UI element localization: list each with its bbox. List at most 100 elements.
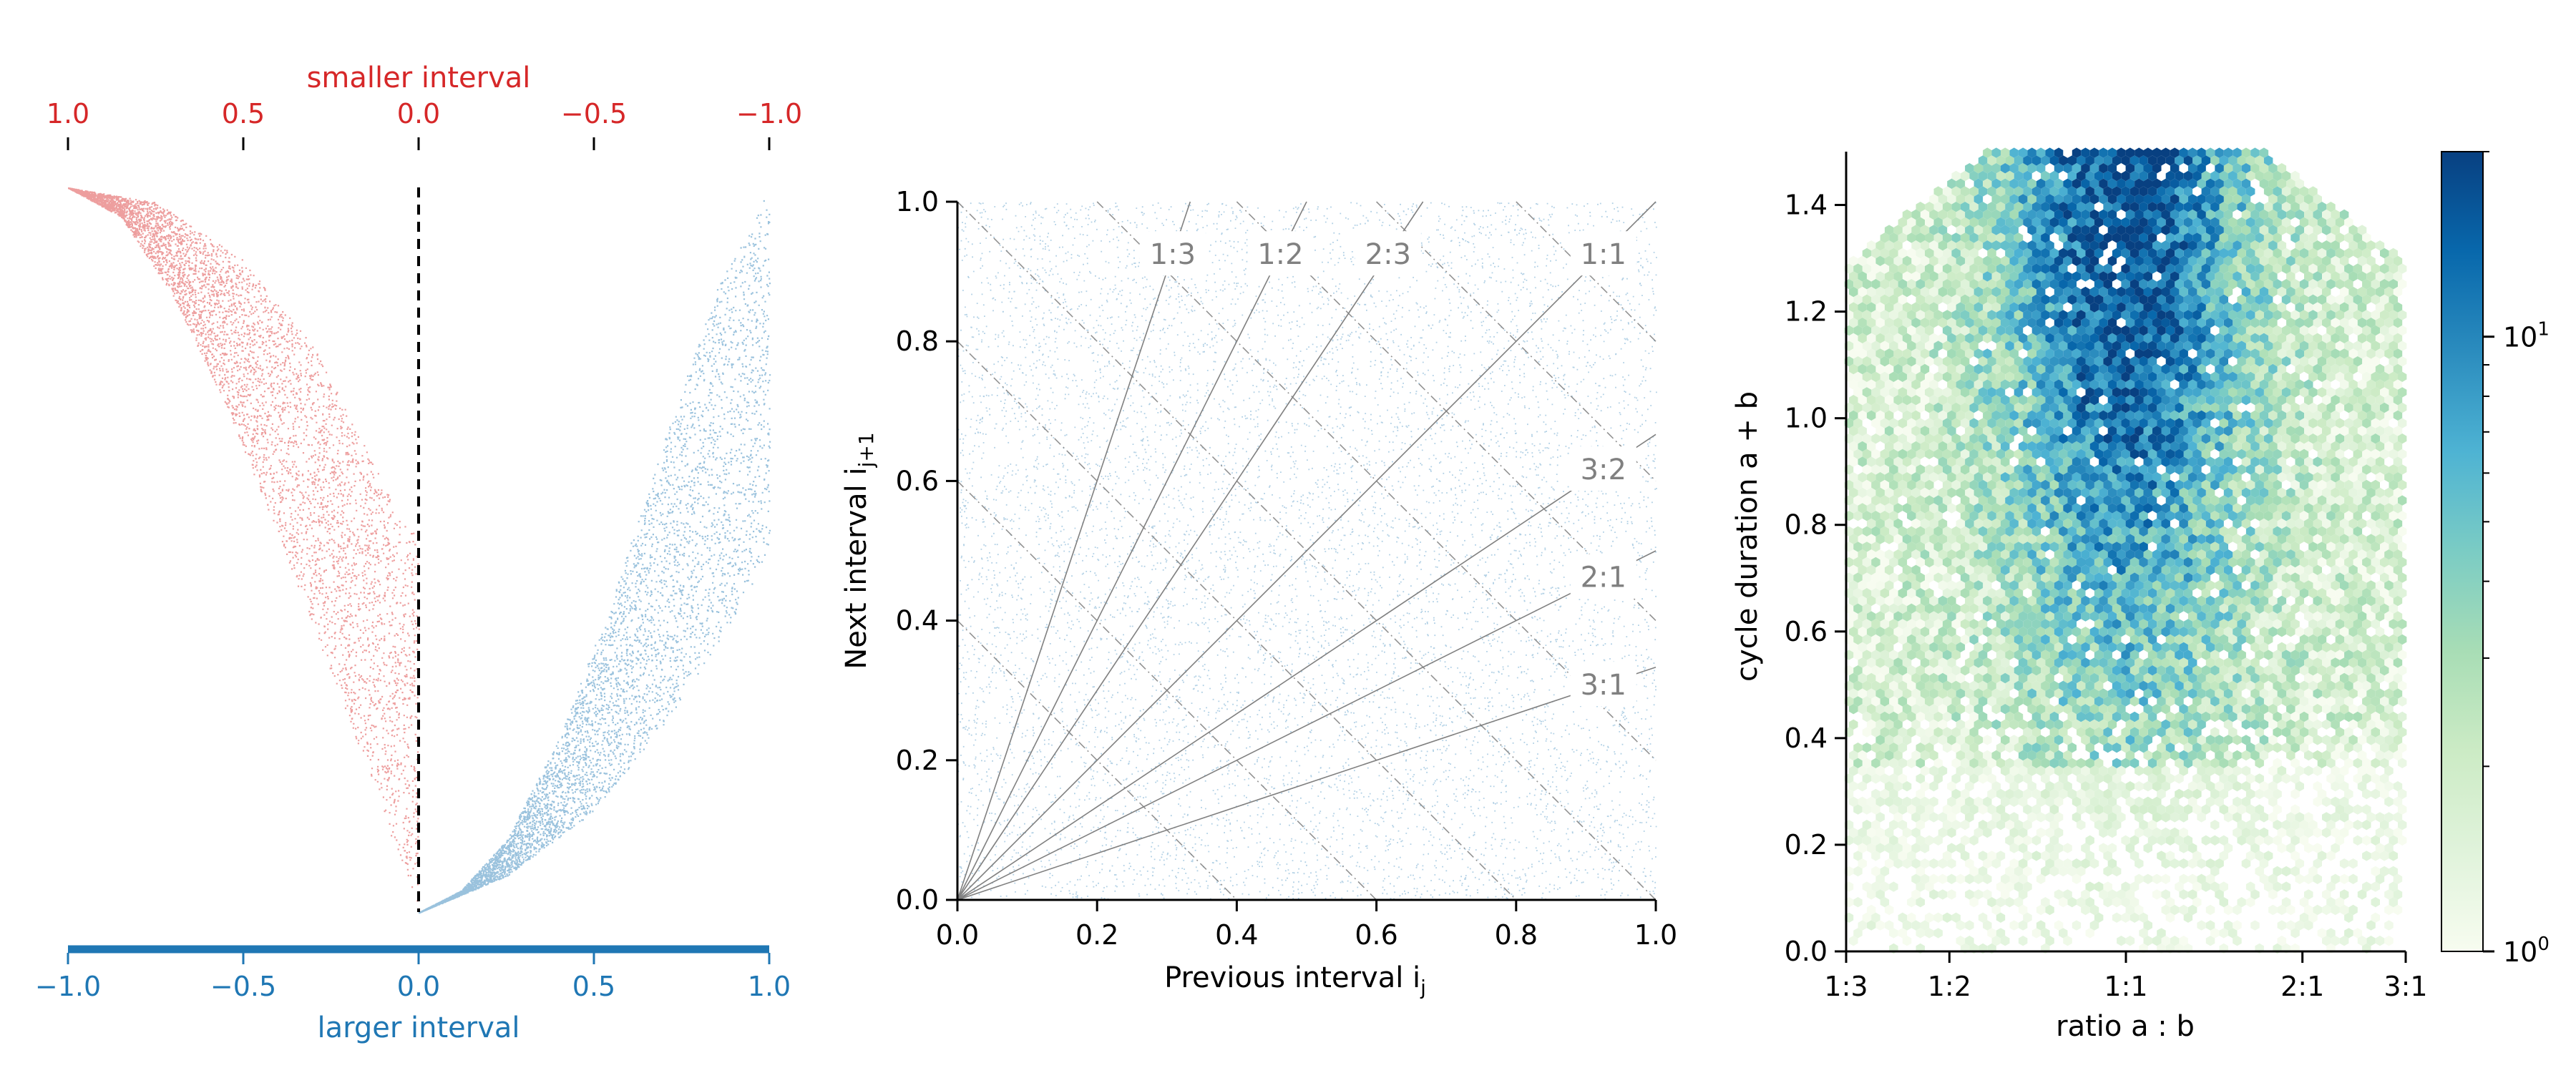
hexbin-cell: [2393, 456, 2403, 467]
hexbin-cell: [2299, 572, 2309, 583]
hexbin-cell: [1871, 804, 1880, 815]
hexbin-cell: [2371, 526, 2380, 536]
hexbin-cell: [2241, 240, 2251, 251]
hexbin-cell: [2344, 912, 2353, 923]
hexbin-cell: [2228, 804, 2238, 815]
hexbin-cell: [1925, 650, 1934, 660]
hexbin-cell: [2348, 487, 2358, 498]
hexbin-cell: [2005, 572, 2014, 583]
hexbin-cell: [1858, 441, 1867, 452]
hexbin-cell: [2045, 904, 2054, 916]
hexbin-cell: [2389, 542, 2398, 552]
hexbin-cell: [2192, 804, 2202, 815]
hexbin-cell: [1925, 634, 1934, 645]
hexbin-cell: [2375, 735, 2385, 745]
hexbin-cell: [2344, 542, 2353, 552]
hexbin-cell: [1884, 472, 1894, 483]
hexbin-cell: [2268, 812, 2278, 823]
hexbin-cell: [2331, 487, 2340, 498]
hexbin-cell: [1916, 557, 1925, 568]
hexbin-cell: [1893, 672, 1903, 684]
hexbin-cell: [2339, 904, 2349, 916]
hexbin-cell: [2313, 302, 2322, 313]
hexbin-cell: [2255, 634, 2264, 645]
hexbin-cell: [2384, 518, 2394, 529]
hexbin-cell: [2219, 665, 2228, 676]
hexbin-cell: [2268, 873, 2278, 884]
hexbin-cell: [1996, 588, 2006, 599]
hexbin-cell: [2344, 479, 2353, 491]
hexbin-cell: [2107, 858, 2117, 869]
hexbin-cell: [2371, 495, 2380, 506]
hexbin-cell: [1925, 387, 1934, 398]
hexbin-cell: [2241, 657, 2251, 668]
hexbin-cell: [1916, 464, 1925, 475]
hexbin-cell: [1884, 750, 1894, 761]
hexbin-cell: [1853, 511, 1863, 521]
hexbin-cell: [2371, 294, 2380, 305]
hexbin-cell: [2290, 866, 2300, 877]
hexbin-cell: [1853, 356, 1863, 367]
hexbin-cell: [1911, 750, 1921, 761]
hexbin-cell: [2326, 758, 2336, 768]
hexbin-cell: [2228, 665, 2238, 676]
hexbin-cell: [2398, 479, 2407, 491]
hexbin-cell: [2054, 796, 2064, 807]
hexbin-cell: [2099, 611, 2108, 622]
hexbin-cell: [2371, 696, 2380, 707]
hexbin-cell: [1978, 572, 1988, 583]
hexbin-cell: [2286, 472, 2296, 483]
hexbin-cell: [1991, 704, 2001, 715]
hexbin-cell: [2371, 619, 2380, 629]
hexbin-cell: [2103, 696, 2112, 707]
hexbin-cell: [2063, 735, 2072, 745]
hexbin-cell: [2223, 735, 2233, 745]
hexbin-cell: [2250, 595, 2260, 607]
hexbin-cell: [1862, 773, 1872, 784]
hexbin-cell: [1974, 240, 1984, 251]
hexbin-cell: [2103, 881, 2112, 892]
hexbin-cell: [1925, 619, 1934, 629]
hexbin-cell: [1902, 796, 1912, 807]
hexbin-cell: [1933, 387, 1943, 398]
hexbin-cell: [2384, 750, 2394, 761]
hexbin-cell: [2161, 472, 2170, 483]
hexbin-cell: [2179, 765, 2188, 776]
hexbin-cell: [1911, 580, 1921, 591]
hexbin-cell: [2001, 611, 2010, 622]
hexbin-cell: [2139, 711, 2148, 722]
hexbin-cell: [2117, 781, 2126, 792]
hexbin-cell: [2237, 835, 2246, 846]
hexbin-cell: [1974, 827, 1984, 838]
hexbin-cell: [2304, 333, 2313, 343]
hexbin-cell: [2263, 851, 2273, 861]
hexbin-cell: [2286, 271, 2296, 282]
left-bottom-ticks: −1.0 −0.5 0.0 0.5 1.0: [35, 953, 791, 1002]
hexbin-cell: [2384, 735, 2394, 745]
hexbin-cell: [1974, 796, 1984, 807]
hexbin-cell: [2152, 750, 2162, 761]
hexbin-cell: [2081, 781, 2090, 792]
hexbin-cell: [2375, 750, 2385, 761]
hexbin-cell: [2362, 820, 2371, 831]
hexbin-cell: [2192, 696, 2202, 707]
hexbin-cell: [1853, 804, 1863, 815]
hexbin-cell: [1875, 503, 1885, 514]
hexbin-cell: [2331, 549, 2340, 560]
middle-y-tick-label: 0.2: [896, 745, 939, 776]
hexbin-cell: [1884, 904, 1894, 916]
hexbin-cell: [2023, 912, 2032, 923]
hexbin-cell: [2362, 232, 2371, 243]
hexbin-cell: [2165, 912, 2175, 923]
hexbin-cell: [1920, 796, 1930, 807]
hexbin-cell: [1884, 456, 1894, 467]
hexbin-cell: [2147, 758, 2157, 768]
hexbin-cell: [2317, 418, 2327, 428]
hexbin-cell: [1996, 340, 2006, 351]
middle-panel: 1:3 1:2 2:3 1:13:22:13:1 0.0 0.2 0.4 0.6 0.8 1.0…: [840, 186, 1677, 999]
hexbin-cell: [1933, 650, 1943, 660]
hexbin-cell: [2290, 820, 2300, 831]
hexbin-cell: [1884, 858, 1894, 869]
hexbin-cell: [2393, 271, 2403, 282]
hexbin-cell: [2313, 873, 2322, 884]
